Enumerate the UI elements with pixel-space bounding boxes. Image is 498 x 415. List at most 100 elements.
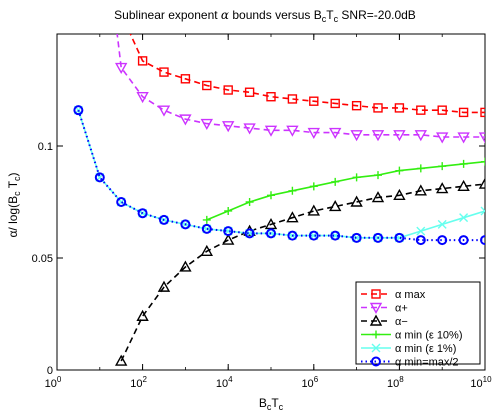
data-point [73, 105, 84, 116]
x-tick-label: 1010 [470, 375, 492, 390]
data-point [94, 172, 105, 183]
data-point [267, 191, 275, 200]
data-point [373, 232, 383, 243]
legend-label: α min (ε 1%) [395, 343, 456, 355]
data-point [309, 96, 319, 106]
data-point [437, 235, 448, 246]
data-point [136, 309, 149, 321]
data-point [286, 125, 299, 137]
legend-label: α+ [395, 303, 408, 315]
data-point [157, 280, 171, 292]
axis-ticks [56, 34, 486, 371]
data-point [459, 213, 469, 223]
data-point [330, 98, 340, 109]
data-point [288, 186, 297, 195]
data-point [201, 223, 212, 234]
data-point [458, 107, 469, 118]
data-point [244, 87, 255, 97]
data-point [457, 179, 470, 192]
series-5 [73, 105, 485, 246]
data-point [243, 123, 256, 135]
data-point [437, 219, 447, 229]
y-tick-label: 0 [47, 365, 53, 377]
x-tick-label: 108 [387, 375, 404, 390]
data-point [179, 114, 192, 126]
data-point [202, 215, 211, 224]
data-point [478, 132, 485, 144]
data-point [371, 191, 385, 203]
data-point [480, 235, 485, 246]
series-2 [114, 177, 485, 366]
data-point [307, 204, 320, 216]
data-point [180, 74, 191, 84]
data-point [224, 206, 233, 215]
data-point [329, 127, 342, 140]
data-point [307, 127, 320, 140]
data-point [352, 173, 361, 182]
data-point [223, 85, 233, 95]
data-point [222, 233, 235, 245]
data-point [369, 302, 383, 314]
data-point [394, 232, 405, 243]
data-point [200, 244, 213, 256]
data-point [309, 182, 318, 191]
data-point [157, 105, 171, 117]
legend-label: α min=max/2 [395, 357, 459, 369]
data-point [266, 228, 276, 239]
data-point [287, 94, 298, 104]
data-point [374, 171, 382, 180]
data-point [394, 103, 405, 113]
data-point [244, 228, 255, 239]
data-point [264, 125, 278, 137]
y-tick-label: 0.1 [38, 141, 53, 153]
data-point [436, 132, 449, 144]
data-point [137, 208, 148, 219]
data-point [481, 157, 485, 166]
data-point [458, 235, 469, 246]
data-point [415, 235, 426, 246]
data-point [369, 314, 383, 326]
data-point [245, 198, 254, 206]
x-tick-label: 102 [130, 375, 147, 390]
series-1 [114, 34, 485, 144]
data-point [373, 103, 383, 113]
data-point [159, 67, 169, 77]
data-point [371, 289, 381, 299]
data-point [286, 211, 299, 223]
data-point [416, 226, 426, 236]
data-point [287, 230, 298, 241]
data-point [223, 226, 234, 237]
data-point [436, 182, 449, 194]
data-point [180, 219, 191, 230]
data-point [200, 118, 213, 131]
data-point [414, 130, 427, 142]
data-point [351, 232, 362, 243]
data-point [480, 206, 485, 216]
data-point [202, 80, 212, 91]
data-point [395, 166, 404, 175]
data-point [459, 159, 468, 168]
data-point [350, 130, 363, 142]
data-point [371, 343, 381, 353]
x-tick-label: 104 [216, 375, 233, 390]
data-point [478, 177, 485, 189]
data-point [350, 195, 363, 207]
data-point [266, 92, 276, 102]
data-point [393, 130, 406, 142]
data-point [331, 177, 340, 186]
y-tick-label: 0.05 [32, 253, 53, 265]
legend-box [355, 281, 481, 365]
data-point [416, 105, 426, 115]
legend-label: α− [395, 316, 408, 328]
chart-title: Sublinear exponent α bounds versus BcTc … [114, 8, 416, 24]
x-tick-label: 106 [301, 375, 318, 390]
x-axis-label: BcTc [259, 396, 284, 412]
legend-label: α max [395, 289, 426, 301]
x-tick-labels: 100 102 104 106 108 1010 [45, 375, 492, 390]
data-point [179, 260, 192, 272]
data-point [480, 107, 485, 118]
data-point [114, 354, 128, 366]
data-point [371, 130, 385, 142]
data-point [371, 356, 381, 367]
